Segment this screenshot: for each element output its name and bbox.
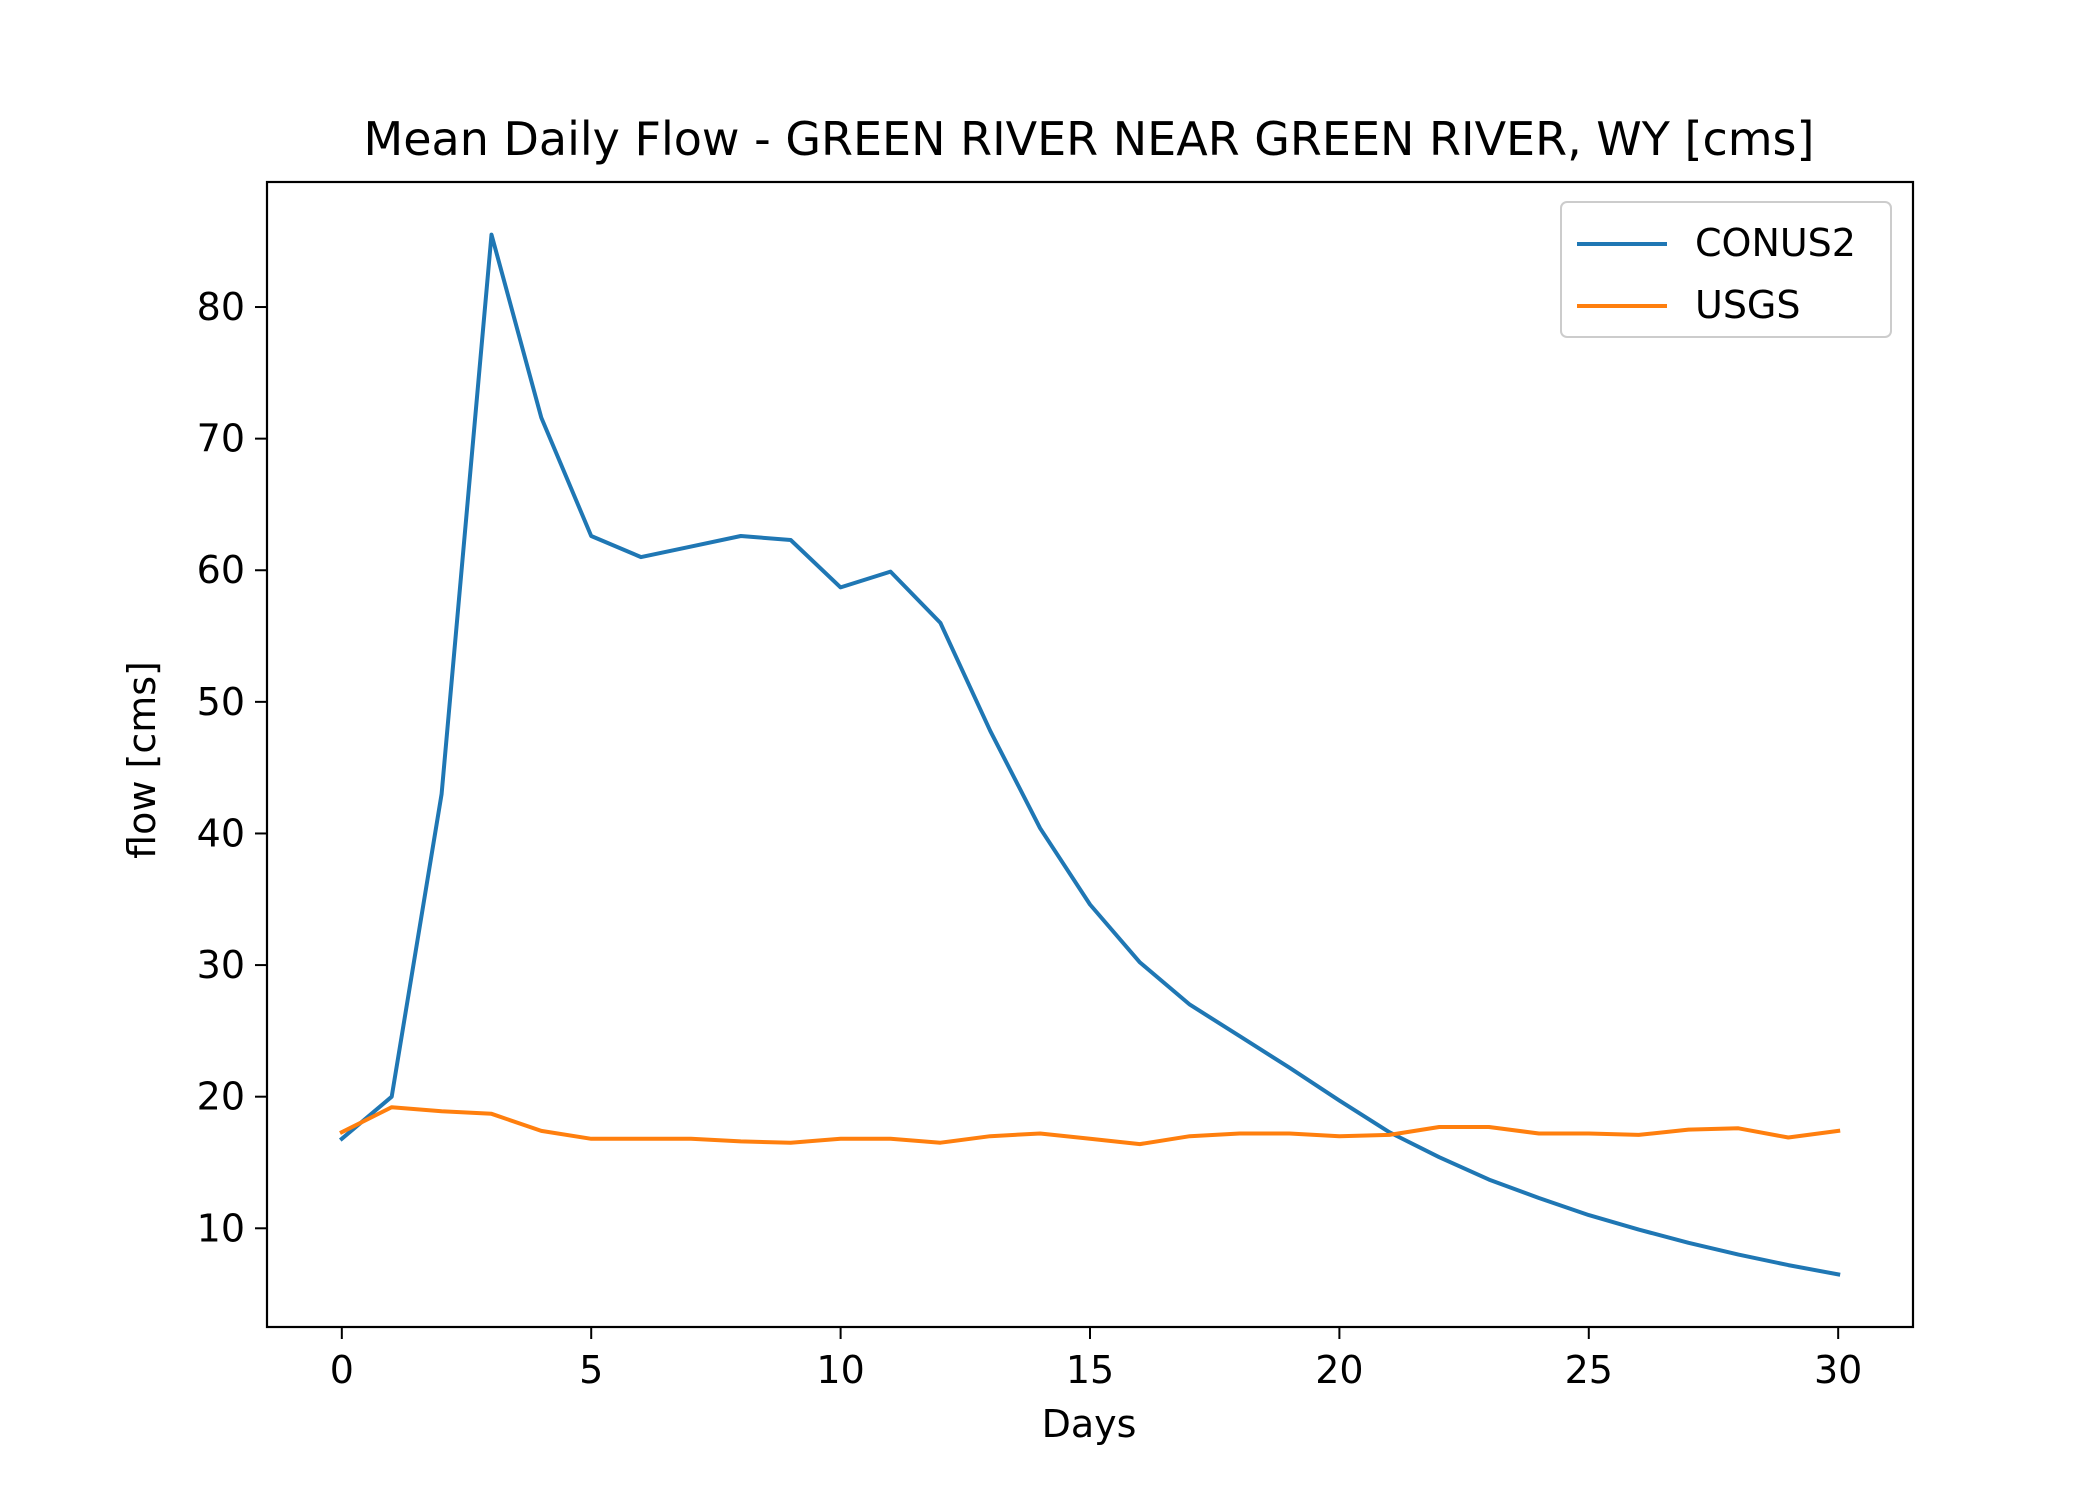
- x-tick-label: 0: [330, 1348, 354, 1392]
- x-tick-label: 15: [1066, 1348, 1114, 1392]
- x-tick-label: 30: [1814, 1348, 1862, 1392]
- series-line-conus2: [338, 232, 1841, 1277]
- x-axis-ticks: 0 5 10 15 20 25 30: [330, 1327, 1862, 1392]
- y-tick-label: 50: [197, 680, 245, 724]
- y-tick-label: 70: [197, 417, 245, 461]
- y-tick-label: 60: [197, 548, 245, 592]
- legend-box: [1560, 201, 1892, 338]
- chart-title: Mean Daily Flow - GREEN RIVER NEAR GREEN…: [364, 112, 1815, 166]
- plot-background: [267, 182, 1913, 1327]
- x-tick-label: 5: [579, 1348, 603, 1392]
- x-tick-label: 25: [1565, 1348, 1613, 1392]
- x-axis-label: Days: [1042, 1402, 1137, 1446]
- y-axis-label: flow [cms]: [120, 661, 164, 859]
- y-tick-label: 30: [197, 943, 245, 987]
- y-tick-label: 40: [197, 811, 245, 855]
- y-axis-ticks: 10 20 30 40 50 60 70 80: [197, 285, 267, 1250]
- plot-area: [265, 180, 1915, 1329]
- legend-label-conus2: CONUS2: [1695, 221, 1856, 265]
- y-tick-label: 80: [197, 285, 245, 329]
- y-tick-label: 20: [197, 1075, 245, 1119]
- legend: CONUS2 USGS: [1560, 201, 1892, 338]
- x-tick-label: 10: [816, 1348, 864, 1392]
- x-tick-label: 20: [1315, 1348, 1363, 1392]
- series-line-usgs: [339, 1105, 1841, 1147]
- y-tick-label: 10: [197, 1206, 245, 1250]
- legend-label-usgs: USGS: [1695, 283, 1801, 327]
